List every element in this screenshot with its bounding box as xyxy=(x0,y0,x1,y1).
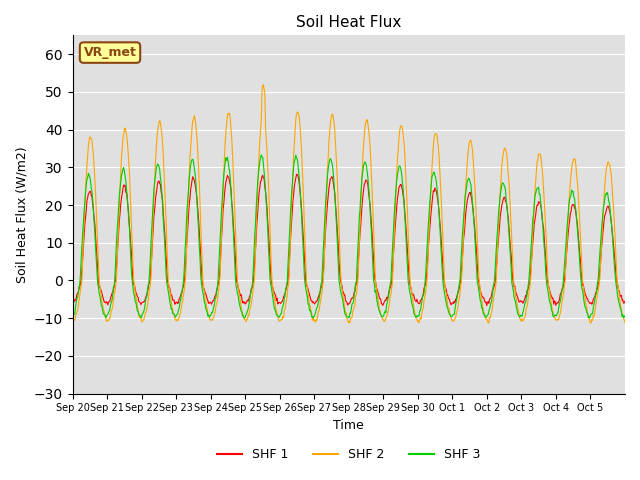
SHF 3 xyxy=(438,252,445,257)
SHF 3 xyxy=(284,264,292,269)
SHF 2 xyxy=(68,319,76,324)
SHF 3 xyxy=(257,152,265,158)
SHF 1 xyxy=(134,294,141,300)
X-axis label: Time: Time xyxy=(333,419,364,432)
Legend: SHF 1, SHF 2, SHF 3: SHF 1, SHF 2, SHF 3 xyxy=(212,443,486,466)
SHF 2 xyxy=(485,320,493,326)
SHF 1 xyxy=(284,281,291,287)
SHF 1 xyxy=(621,298,629,304)
SHF 2 xyxy=(284,285,292,290)
SHF 1 xyxy=(262,197,270,203)
Y-axis label: Soil Heat Flux (W/m2): Soil Heat Flux (W/m2) xyxy=(15,146,28,283)
SHF 2 xyxy=(621,320,629,325)
Text: VR_met: VR_met xyxy=(84,46,136,59)
Title: Soil Heat Flux: Soil Heat Flux xyxy=(296,15,401,30)
Line: SHF 1: SHF 1 xyxy=(72,174,625,306)
SHF 3 xyxy=(406,291,414,297)
SHF 3 xyxy=(586,315,593,321)
SHF 2 xyxy=(134,304,141,310)
Line: SHF 2: SHF 2 xyxy=(72,85,625,323)
SHF 2 xyxy=(406,282,414,288)
SHF 2 xyxy=(235,289,243,295)
SHF 3 xyxy=(263,212,271,218)
SHF 2 xyxy=(438,199,445,204)
SHF 1 xyxy=(68,300,76,305)
SHF 1 xyxy=(438,239,445,245)
SHF 1 xyxy=(292,171,300,177)
SHF 3 xyxy=(621,313,629,319)
SHF 2 xyxy=(260,82,268,88)
Line: SHF 3: SHF 3 xyxy=(72,155,625,318)
SHF 1 xyxy=(235,287,243,293)
SHF 3 xyxy=(68,312,76,318)
SHF 3 xyxy=(134,308,141,314)
SHF 1 xyxy=(483,303,490,309)
SHF 3 xyxy=(235,299,243,305)
SHF 1 xyxy=(406,283,414,289)
SHF 2 xyxy=(263,148,271,154)
